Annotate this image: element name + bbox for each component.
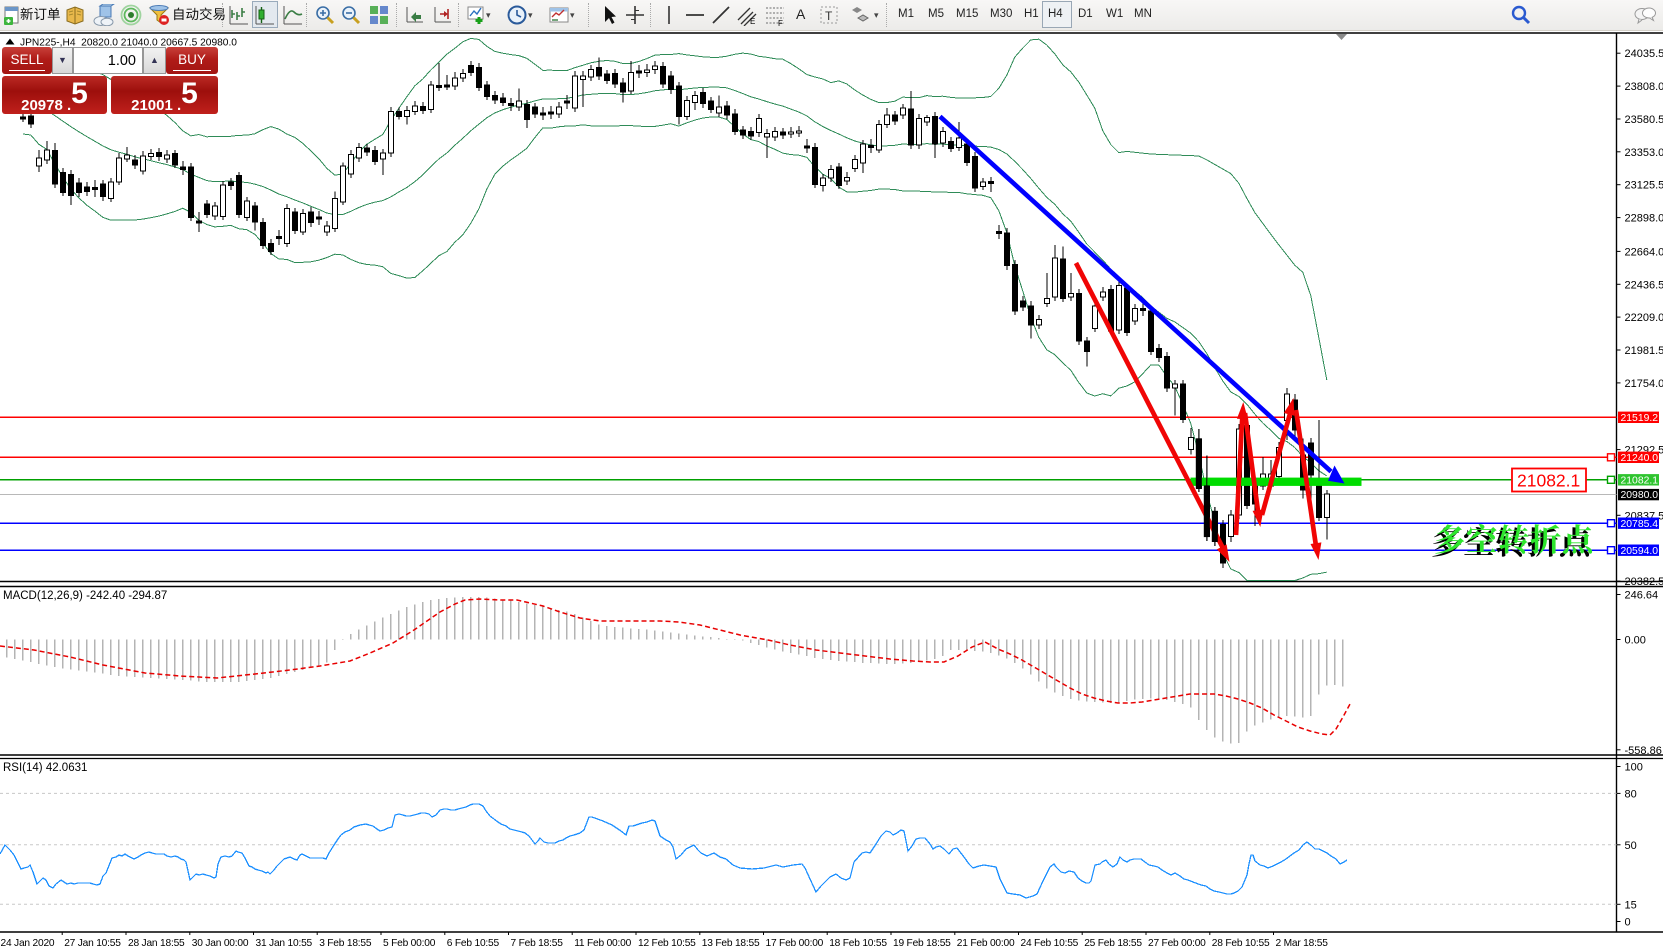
svg-text:6 Feb 10:55: 6 Feb 10:55: [447, 938, 500, 949]
svg-text:5 Feb 00:00: 5 Feb 00:00: [383, 938, 436, 949]
svg-text:50: 50: [1625, 840, 1637, 852]
svg-text:27 Jan 10:55: 27 Jan 10:55: [64, 938, 121, 949]
svg-text:E: E: [750, 17, 755, 26]
svg-text:7 Feb 18:55: 7 Feb 18:55: [511, 938, 564, 949]
svg-text:MACD(12,26,9) -242.40 -294.87: MACD(12,26,9) -242.40 -294.87: [3, 590, 167, 602]
svg-text:21082.1: 21082.1: [1621, 475, 1659, 486]
svg-text:21981.5: 21981.5: [1625, 345, 1663, 357]
svg-text:11 Feb 00:00: 11 Feb 00:00: [574, 938, 631, 949]
svg-text:F: F: [778, 19, 783, 26]
svg-text:3 Feb 18:55: 3 Feb 18:55: [319, 938, 372, 949]
svg-text:18 Feb 10:55: 18 Feb 10:55: [829, 938, 887, 949]
svg-text:RSI(14) 42.0631: RSI(14) 42.0631: [3, 762, 87, 774]
svg-text:20382.5: 20382.5: [1625, 576, 1663, 588]
svg-text:27 Feb 00:00: 27 Feb 00:00: [1148, 938, 1206, 949]
svg-text:100: 100: [1625, 762, 1643, 774]
svg-text:21240.0: 21240.0: [1621, 453, 1659, 464]
svg-text:0.00: 0.00: [1625, 635, 1646, 647]
svg-text:21519.2: 21519.2: [1621, 413, 1659, 424]
svg-text:28 Jan 18:55: 28 Jan 18:55: [128, 938, 185, 949]
svg-text:15: 15: [1625, 899, 1637, 911]
svg-text:21754.0: 21754.0: [1625, 378, 1663, 390]
svg-text:23353.0: 23353.0: [1625, 147, 1663, 159]
svg-text:17 Feb 00:00: 17 Feb 00:00: [766, 938, 824, 949]
svg-text:25 Feb 18:55: 25 Feb 18:55: [1084, 938, 1142, 949]
svg-text:22898.0: 22898.0: [1625, 213, 1663, 225]
svg-text:31 Jan 10:55: 31 Jan 10:55: [256, 938, 313, 949]
svg-text:23808.0: 23808.0: [1625, 81, 1663, 93]
svg-text:19 Feb 18:55: 19 Feb 18:55: [893, 938, 951, 949]
svg-text:20785.4: 20785.4: [1621, 519, 1659, 530]
svg-text:80: 80: [1625, 788, 1637, 800]
svg-text:28 Feb 10:55: 28 Feb 10:55: [1212, 938, 1270, 949]
svg-text:12 Feb 10:55: 12 Feb 10:55: [638, 938, 696, 949]
svg-text:23125.5: 23125.5: [1625, 180, 1663, 192]
svg-text:T: T: [825, 9, 833, 23]
svg-text:246.64: 246.64: [1625, 590, 1659, 602]
svg-text:21 Feb 00:00: 21 Feb 00:00: [957, 938, 1015, 949]
svg-text:21082.1: 21082.1: [1517, 471, 1580, 491]
svg-text:23580.5: 23580.5: [1625, 114, 1663, 126]
svg-text:20594.0: 20594.0: [1621, 546, 1659, 557]
svg-text:30 Jan 00:00: 30 Jan 00:00: [192, 938, 249, 949]
svg-text:2 Mar 18:55: 2 Mar 18:55: [1276, 938, 1329, 949]
svg-text:-558.86: -558.86: [1625, 745, 1662, 757]
svg-text:24 Jan 2020: 24 Jan 2020: [1, 938, 55, 949]
svg-text:22664.0: 22664.0: [1625, 246, 1663, 258]
svg-text:0: 0: [1625, 917, 1631, 929]
svg-text:13 Feb 18:55: 13 Feb 18:55: [702, 938, 760, 949]
svg-text:20980.0: 20980.0: [1621, 490, 1659, 501]
svg-text:22436.5: 22436.5: [1625, 279, 1663, 291]
svg-text:22209.0: 22209.0: [1625, 312, 1663, 324]
svg-text:24 Feb 10:55: 24 Feb 10:55: [1021, 938, 1079, 949]
svg-text:JPN225-,H4 20820.0 21040.0 20: JPN225-,H4 20820.0 21040.0 20667.5 20980…: [20, 38, 237, 49]
svg-text:24035.5: 24035.5: [1625, 48, 1663, 60]
